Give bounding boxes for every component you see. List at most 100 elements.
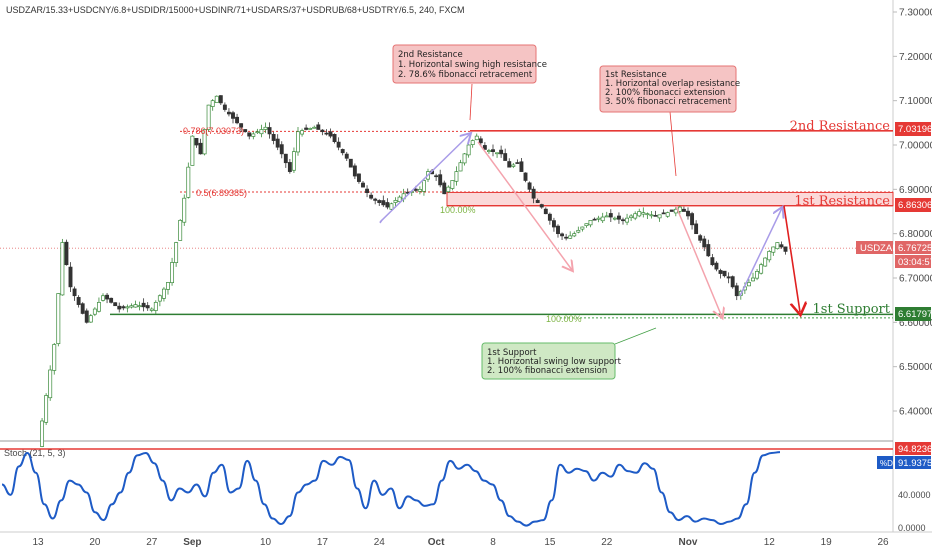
candle-body — [779, 244, 784, 248]
candle-body — [454, 171, 459, 182]
candle-body — [308, 128, 313, 130]
callout-first-support[interactable]: 1st Support 1. Horizontal swing low supp… — [481, 342, 622, 380]
time-tick-label: 26 — [877, 537, 889, 548]
price-tick-label: 6.40000 — [899, 407, 932, 418]
callout-s1-line-2: 1. Horizontal swing low support — [487, 357, 622, 367]
candle-body — [434, 175, 439, 178]
candle-body — [101, 295, 105, 301]
candlestick-series — [40, 95, 788, 448]
candle-body — [385, 202, 390, 208]
candle-body — [755, 271, 760, 279]
svg-text:7.03196: 7.03196 — [898, 124, 932, 135]
candle-body — [340, 149, 345, 154]
candle-body — [491, 149, 495, 152]
stoch-value-tag: %D 91.9375 — [877, 456, 932, 469]
candle-body — [170, 262, 175, 284]
candle-body — [608, 213, 613, 218]
candle-body — [783, 246, 788, 252]
fib-786-label: 0.786(7.03073) — [183, 126, 244, 136]
price-tick-label: 6.80000 — [899, 229, 932, 240]
candle-body — [669, 209, 674, 212]
candle-body — [377, 200, 382, 203]
price-tick-label: 6.50000 — [899, 362, 932, 373]
candle-body — [279, 144, 284, 155]
candle-body — [336, 141, 341, 148]
candle-body — [726, 276, 731, 279]
time-tick-label: 15 — [544, 537, 556, 548]
time-tick-label: Oct — [428, 537, 445, 548]
time-tick-label: 10 — [260, 537, 272, 548]
candle-body — [324, 132, 329, 135]
candle-body — [681, 208, 686, 212]
candle-body — [178, 220, 183, 241]
price-tag-first-support: 6.61797 — [895, 307, 932, 321]
svg-text:USDZAR: USDZAR — [860, 243, 899, 254]
candle-body — [202, 129, 207, 155]
levels-layer — [0, 130, 894, 319]
callout-pointer-r1 — [669, 111, 677, 177]
callout-r1-line-1: 1st Resistance — [605, 70, 667, 80]
candle-body — [129, 305, 134, 308]
time-tick-label: 17 — [317, 537, 329, 548]
callout-second-resistance[interactable]: 2nd Resistance 1. Horizontal swing high … — [392, 44, 547, 84]
callout-r1-line-4: 3. 50% fibonacci retracement — [605, 97, 732, 107]
callout-pointer-r2 — [469, 83, 473, 121]
candle-body — [332, 134, 337, 143]
candle-body — [625, 217, 630, 223]
candle-body — [117, 305, 122, 310]
candle-body — [527, 182, 532, 190]
candle-body — [478, 138, 483, 144]
candle-body — [287, 162, 292, 172]
candle-body — [588, 220, 593, 226]
candle-body — [722, 270, 727, 277]
candle-body — [64, 241, 69, 266]
candle-body — [763, 257, 768, 267]
candle-body — [486, 150, 491, 152]
candle-body — [56, 293, 61, 345]
candle-body — [312, 126, 317, 129]
candle-body — [397, 196, 402, 202]
candle-body — [161, 288, 166, 299]
candle-body — [344, 153, 349, 159]
candle-body — [190, 135, 195, 166]
svg-text:91.9375: 91.9375 — [898, 458, 932, 469]
second-resistance-label: 2nd Resistance — [790, 119, 891, 134]
candle-body — [629, 215, 634, 219]
candle-body — [283, 153, 288, 164]
time-tick-label: 27 — [146, 537, 158, 548]
svg-text:6.61797: 6.61797 — [898, 309, 932, 320]
candle-body — [677, 206, 682, 212]
candle-body — [470, 140, 475, 145]
candle-body — [174, 242, 179, 263]
candle-body — [194, 138, 199, 146]
candle-body — [612, 217, 617, 220]
stoch-tick-0: 0.0000 — [898, 523, 926, 533]
candle-body — [657, 214, 662, 219]
candle-body — [641, 212, 646, 215]
svg-text:94.8236: 94.8236 — [898, 444, 932, 455]
candle-body — [417, 188, 422, 192]
candle-body — [466, 144, 471, 156]
candle-body — [109, 297, 114, 303]
candle-body — [767, 251, 772, 261]
drop-arrow — [783, 205, 800, 312]
callout-first-resistance[interactable]: 1st Resistance 1. Horizontal overlap res… — [599, 65, 740, 113]
candle-body — [361, 182, 365, 188]
candle-body — [511, 164, 516, 167]
candle-body — [653, 215, 658, 217]
time-tick-label: 19 — [821, 537, 833, 548]
candle-body — [88, 315, 93, 323]
candle-body — [105, 294, 110, 300]
candle-body — [560, 233, 565, 237]
candle-body — [291, 151, 296, 171]
candle-body — [523, 172, 528, 181]
candle-body — [495, 152, 500, 155]
candle-body — [235, 116, 240, 124]
price-tick-label: 6.70000 — [899, 274, 932, 285]
candle-body — [596, 217, 601, 220]
candle-body — [551, 220, 556, 228]
candle-body — [121, 306, 126, 309]
candle-body — [84, 310, 89, 323]
candle-body — [210, 100, 215, 107]
